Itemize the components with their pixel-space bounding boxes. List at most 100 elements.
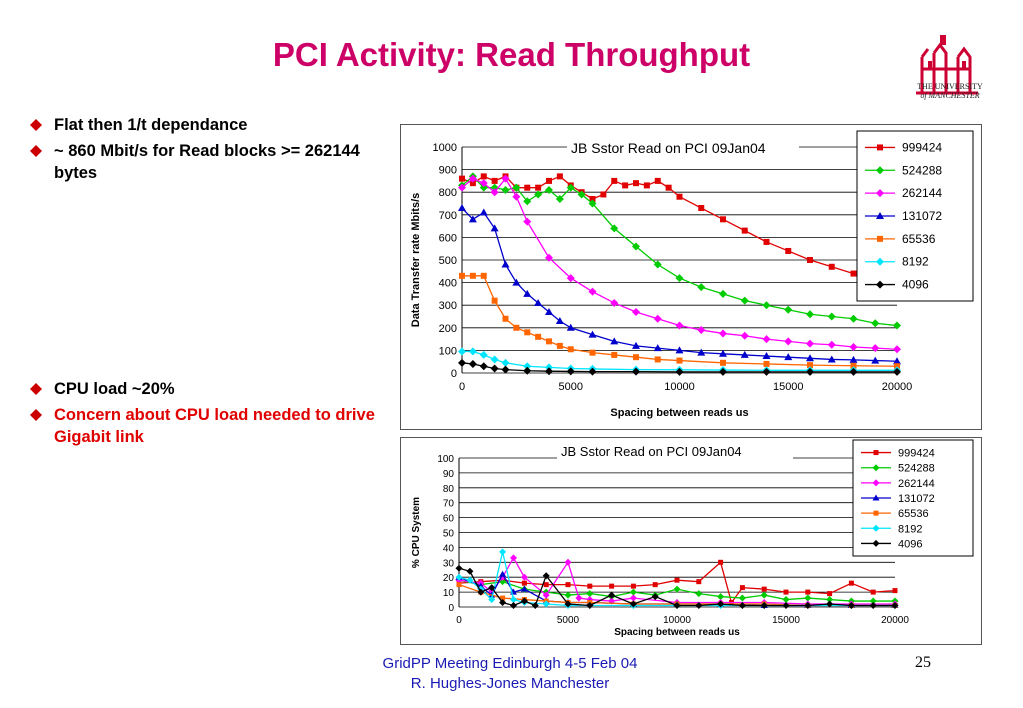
data-point	[501, 358, 510, 367]
legend-item: 262144	[861, 478, 935, 490]
data-point	[740, 331, 749, 340]
data-point	[479, 183, 488, 192]
y-tick-label: 400	[439, 278, 457, 290]
data-point	[850, 362, 857, 369]
data-point	[876, 257, 884, 266]
data-point	[804, 594, 812, 602]
legend-item: 999424	[865, 140, 942, 154]
data-point	[720, 359, 726, 366]
data-point	[459, 175, 465, 182]
series-line	[461, 207, 898, 362]
data-point	[760, 602, 768, 610]
data-point	[676, 357, 683, 364]
data-point	[479, 362, 488, 371]
data-point	[785, 247, 792, 254]
data-point	[826, 596, 834, 604]
data-point	[491, 177, 498, 184]
data-point	[676, 193, 683, 200]
data-point	[610, 337, 619, 345]
x-tick-label: 15000	[772, 615, 800, 626]
bullet-text: CPU load ~20%	[54, 380, 175, 398]
data-point	[806, 310, 814, 319]
x-tick-label: 10000	[663, 615, 691, 626]
x-tick-label: 20000	[881, 615, 909, 626]
legend-item: 4096	[861, 538, 922, 550]
y-tick-label: 80	[443, 484, 455, 495]
data-point	[630, 583, 636, 589]
data-point	[588, 199, 597, 208]
y-tick-label: 100	[437, 454, 454, 465]
data-point	[490, 364, 499, 373]
data-point	[513, 324, 520, 331]
data-point	[468, 347, 477, 356]
data-point	[762, 335, 771, 344]
y-tick-label: 1000	[433, 142, 457, 154]
data-point	[534, 298, 543, 306]
data-point	[501, 260, 510, 268]
data-point	[849, 314, 858, 323]
data-point	[608, 591, 616, 599]
bullet-text: Concern about CPU load needed to drive G…	[54, 406, 375, 446]
bullet-text: ~ 860 Mbit/s for Read blocks >= 262144 b…	[54, 142, 360, 182]
y-tick-label: 90	[443, 469, 455, 480]
data-point	[499, 570, 507, 577]
chart-title-bg	[557, 443, 793, 461]
data-point	[695, 590, 703, 598]
data-point	[695, 602, 703, 610]
legend-label: 65536	[902, 232, 936, 246]
data-point	[876, 280, 884, 289]
data-point	[566, 183, 575, 192]
data-point	[632, 242, 640, 251]
data-point	[543, 582, 549, 588]
data-point	[512, 183, 521, 192]
data-point	[629, 600, 637, 608]
data-point	[847, 602, 855, 610]
legend-item: 65536	[865, 232, 936, 246]
data-point	[609, 583, 615, 589]
x-tick-label: 5000	[557, 615, 580, 626]
legend-label: 8192	[902, 255, 929, 269]
series-line	[458, 561, 896, 605]
data-point	[479, 208, 488, 216]
data-point	[674, 577, 680, 583]
data-point	[877, 144, 883, 151]
data-point	[555, 194, 564, 203]
legend-label: 262144	[902, 186, 942, 200]
data-point	[719, 289, 727, 298]
legend-item: 65536	[861, 508, 929, 520]
slide-title: PCI Activity: Read Throughput	[272, 36, 751, 73]
data-point	[575, 594, 583, 602]
x-tick-label: 10000	[664, 381, 695, 393]
data-point	[665, 184, 672, 191]
data-point	[805, 589, 811, 595]
y-tick-label: 900	[439, 165, 457, 177]
data-point	[523, 217, 532, 226]
data-point	[632, 307, 640, 316]
data-point	[469, 272, 476, 279]
data-point	[556, 342, 563, 349]
data-point	[565, 582, 571, 588]
data-point	[761, 586, 767, 592]
data-point	[520, 585, 528, 592]
data-point	[610, 298, 619, 307]
data-point	[510, 596, 517, 604]
data-point	[760, 591, 768, 599]
data-point	[827, 355, 836, 363]
data-point	[740, 350, 749, 358]
data-point	[869, 602, 877, 610]
data-point	[697, 326, 706, 335]
chart-title: JB Sstor Read on PCI 09Jan04	[561, 444, 742, 459]
data-point	[458, 347, 466, 356]
y-tick-label: 60	[443, 514, 455, 525]
data-point	[510, 554, 517, 562]
data-point	[653, 260, 662, 269]
data-point	[872, 464, 880, 472]
series-line	[462, 350, 897, 371]
data-point	[523, 362, 532, 371]
data-point	[738, 602, 746, 610]
data-point	[806, 339, 814, 348]
y-tick-label: 50	[443, 529, 455, 540]
data-point	[479, 350, 488, 359]
data-point	[466, 567, 474, 575]
data-point	[468, 215, 477, 223]
